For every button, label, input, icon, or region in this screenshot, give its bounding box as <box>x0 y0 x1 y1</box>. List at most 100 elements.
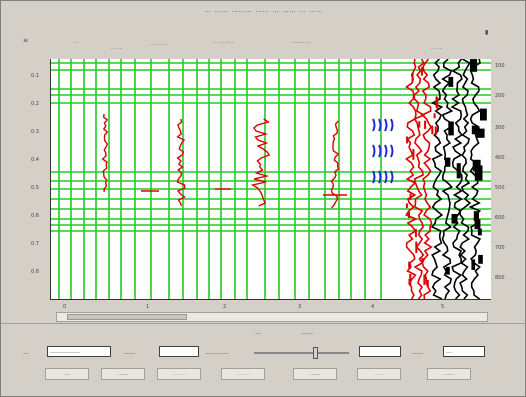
wavelet-blue <box>390 144 394 158</box>
seismic-fill <box>480 108 487 121</box>
y-tick-right: 600 <box>495 215 505 221</box>
seismic-fill <box>471 259 476 270</box>
x-tick: 5 <box>441 304 445 310</box>
seismic-red-dash <box>420 67 423 76</box>
horizontal-scrollbar[interactable] <box>56 312 488 322</box>
seismic-fill <box>477 228 482 236</box>
seismic-trace <box>459 59 472 299</box>
track-header-6: … … <box>431 45 443 51</box>
field4-label: …… <box>411 349 423 356</box>
track-header-2: … … <box>111 45 123 51</box>
button-5[interactable]: …… <box>293 368 337 380</box>
seismic-red-dash <box>408 278 411 285</box>
wavelet-blue <box>372 170 376 184</box>
seismic-red-dash <box>415 241 418 253</box>
wavelet-blue <box>378 144 382 158</box>
wavelet-blue <box>384 170 388 184</box>
seismic-fill <box>476 128 485 138</box>
field3-input[interactable] <box>359 346 401 357</box>
seismic-fill <box>472 159 481 171</box>
y-tick-left: 0.5 <box>31 185 39 191</box>
y-tick-left: 0.3 <box>31 129 39 135</box>
seismic-red-dash <box>436 97 439 109</box>
log-curve <box>101 113 109 193</box>
slider-track[interactable] <box>254 352 349 354</box>
wavelet-blue <box>378 170 382 184</box>
seismic-trace <box>430 59 444 299</box>
log-curve <box>250 118 271 207</box>
seismic-fill <box>445 266 450 275</box>
log-plot-area[interactable] <box>50 59 491 300</box>
seismic-fill <box>477 168 482 176</box>
seismic-fill <box>478 254 483 264</box>
y-tick-right: 100 <box>495 63 505 69</box>
field2-label: …… <box>123 349 135 356</box>
seismic-fill <box>444 157 451 167</box>
seismic-red-dash <box>426 280 429 287</box>
seismic-red-dash <box>408 211 410 219</box>
field1-input[interactable]: …………… <box>47 346 111 357</box>
seismic-trace <box>413 59 426 299</box>
seismic-fill <box>451 214 458 224</box>
y-tick-right: 300 <box>495 125 505 131</box>
x-tick: 0 <box>63 304 67 310</box>
seismic-fill <box>448 76 454 87</box>
track-header-1: … <box>73 39 78 45</box>
button-2[interactable]: …… <box>101 368 145 380</box>
button-4[interactable]: ……… <box>221 368 265 380</box>
y-tick-left: 0.8 <box>31 269 39 275</box>
mid-label-2: …… <box>301 329 313 336</box>
seismic-fill <box>448 121 454 136</box>
corner-icon: ≡ <box>23 37 29 44</box>
x-tick: 1 <box>146 304 150 310</box>
seismic-red-dash <box>424 120 427 129</box>
seismic-red-dash <box>406 136 409 144</box>
field1-label: … <box>23 349 29 356</box>
wavelet-blue <box>390 170 394 184</box>
track-header-4: … ……… <box>213 39 235 45</box>
seismic-red-dash <box>412 149 415 160</box>
seismic-fill <box>471 125 479 135</box>
button-6[interactable]: …… <box>357 368 401 380</box>
scrollbar-thumb[interactable] <box>67 314 187 320</box>
seismic-red-dash <box>431 125 434 135</box>
log-curve <box>176 118 186 207</box>
x-tick: 3 <box>298 304 302 310</box>
y-tick-right: 400 <box>495 155 505 161</box>
track-header-3: …… … <box>151 41 168 47</box>
seismic-trace <box>450 59 463 299</box>
seismic-red-dash <box>411 72 414 82</box>
field4-input[interactable]: … <box>443 346 485 357</box>
seismic-red-dash <box>418 121 421 128</box>
slider-knob[interactable] <box>313 347 318 359</box>
slider-label: ………… <box>205 349 229 356</box>
log-curve <box>330 120 340 209</box>
mid-label-1: … <box>255 329 261 336</box>
seismic-red-dash <box>434 126 437 136</box>
seismic-trace <box>420 59 433 299</box>
wavelet-blue <box>390 118 394 132</box>
depth-unit-label: ▮ <box>485 29 489 36</box>
button-1[interactable]: … <box>45 368 89 380</box>
seismic-red-dash <box>433 113 436 119</box>
x-tick: 4 <box>371 304 375 310</box>
divider <box>1 323 526 324</box>
log-plot-svg <box>51 59 491 299</box>
track-header-5: ………… <box>291 39 311 45</box>
seismic-red-dash <box>414 229 417 238</box>
y-tick-right: 500 <box>495 185 505 191</box>
y-tick-right: 700 <box>495 245 505 251</box>
y-tick-left: 0.1 <box>31 73 39 79</box>
window-title: … …… ……… …… … …… … …… <box>204 7 324 14</box>
seismic-red-dash <box>421 258 424 263</box>
y-tick-right: 200 <box>495 93 505 99</box>
field2-input[interactable] <box>159 346 199 357</box>
seismic-red-dash <box>405 203 408 209</box>
button-3[interactable]: ……… <box>157 368 201 380</box>
wavelet-blue <box>372 144 376 158</box>
wavelet-blue <box>384 144 388 158</box>
seismic-fill <box>456 163 461 179</box>
seismic-red-dash <box>408 261 411 269</box>
button-7[interactable]: …… <box>427 368 471 380</box>
